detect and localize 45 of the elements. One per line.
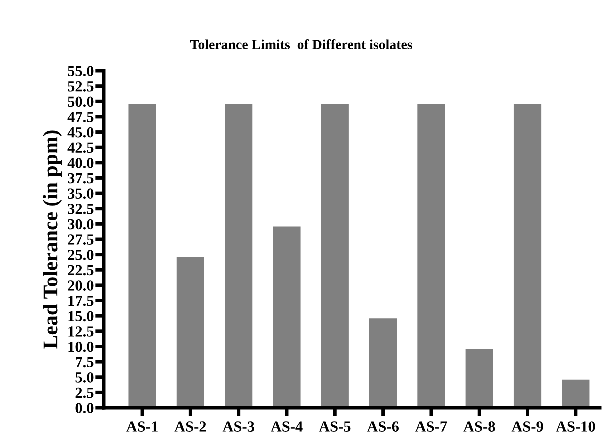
y-tick-label: 55.0	[68, 66, 94, 77]
y-tick-label: 20.0	[68, 280, 94, 291]
bar	[514, 104, 542, 408]
x-tick-label: AS-3	[222, 422, 254, 432]
y-tick-label: 15.0	[68, 311, 94, 322]
y-tick-label: 27.5	[68, 234, 94, 246]
bar	[176, 257, 204, 408]
bar	[273, 226, 301, 408]
x-tick-label: AS-8	[464, 422, 496, 432]
bar	[321, 104, 349, 408]
bar	[418, 104, 446, 408]
x-tick-label: AS-6	[367, 422, 399, 432]
bar	[128, 104, 156, 408]
y-tick-label: 52.5	[68, 82, 94, 92]
y-tick-label: 32.5	[68, 204, 94, 214]
y-tick-label: 25.0	[68, 250, 94, 260]
y-tick-label: 42.5	[68, 142, 94, 154]
x-tick-label: AS-10	[556, 422, 596, 432]
y-axis-title: Lead Tolerance (in ppm)	[43, 130, 62, 349]
x-tick-label: AS-2	[174, 422, 206, 432]
x-tick-label: AS-5	[319, 422, 351, 432]
x-tick-label: AS-4	[271, 422, 303, 432]
y-tick-label: 10.0	[68, 342, 94, 352]
y-tick-label: 45.0	[68, 127, 94, 138]
y-tick-label: 7.5	[76, 357, 94, 368]
y-tick-label: 5.0	[76, 372, 94, 383]
y-tick-label: 47.5	[68, 112, 94, 122]
x-tick-label: AS-9	[512, 422, 544, 432]
bar	[466, 349, 494, 408]
y-tick-label: 37.5	[68, 173, 94, 184]
y-tick-label: 30.0	[68, 219, 94, 230]
chart-title: Tolerance Limits of Different isolates	[190, 40, 412, 50]
x-tick-label: AS-1	[126, 422, 158, 432]
bar	[562, 380, 590, 408]
x-tick-label: AS-7	[415, 422, 448, 432]
y-tick-label: 2.5	[76, 388, 94, 398]
bar	[225, 104, 253, 408]
y-tick-label: 35.0	[68, 188, 94, 200]
bar	[370, 318, 398, 408]
y-tick-label: 40.0	[68, 158, 94, 168]
y-tick-label: 17.5	[68, 296, 94, 306]
y-tick-label: 0.0	[76, 403, 94, 414]
y-tick-label: 50.0	[68, 96, 94, 108]
y-tick-label: 12.5	[68, 326, 94, 337]
y-tick-label: 22.5	[68, 265, 94, 276]
